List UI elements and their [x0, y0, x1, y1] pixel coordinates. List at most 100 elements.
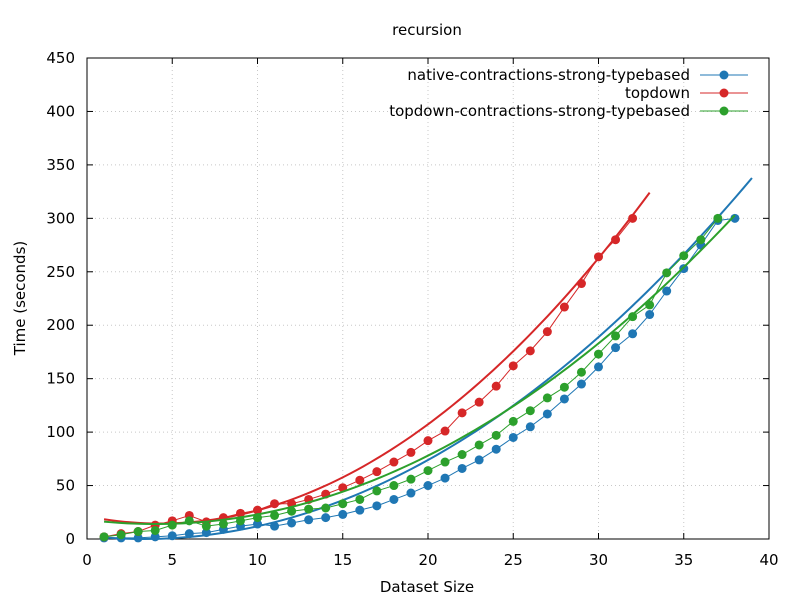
data-point — [559, 394, 569, 404]
data-point — [253, 513, 262, 523]
data-point — [201, 521, 211, 531]
data-point — [662, 286, 672, 296]
data-point — [338, 499, 348, 509]
data-point — [287, 518, 297, 528]
data-point — [525, 406, 535, 416]
data-point — [321, 503, 331, 513]
x-tick-label: 5 — [167, 551, 177, 569]
x-tick-label: 40 — [759, 551, 778, 569]
chart-title: recursion — [392, 21, 462, 39]
data-point — [406, 488, 416, 498]
data-point — [542, 327, 552, 337]
x-tick-label: 30 — [589, 551, 608, 569]
data-point — [423, 436, 433, 446]
legend-label: topdown — [625, 84, 690, 102]
data-point — [508, 361, 518, 371]
data-point — [542, 393, 552, 403]
data-point — [628, 329, 638, 339]
data-point — [594, 252, 603, 262]
data-point — [628, 312, 638, 322]
legend-marker — [719, 70, 729, 80]
data-point — [253, 519, 262, 529]
data-point — [150, 532, 160, 542]
data-point — [679, 251, 689, 261]
x-tick-label: 35 — [674, 551, 693, 569]
data-point — [662, 268, 672, 278]
data-point — [184, 529, 194, 539]
data-point — [99, 532, 109, 542]
data-point — [389, 494, 399, 504]
data-point — [440, 426, 450, 436]
data-point — [235, 508, 245, 518]
data-point — [133, 533, 143, 543]
x-tick-label: 0 — [82, 551, 92, 569]
data-point — [389, 481, 399, 491]
y-axis-title: Time (seconds) — [11, 241, 29, 357]
y-tick-label: 350 — [46, 156, 75, 174]
y-tick-label: 200 — [46, 316, 75, 334]
series-fit-curve — [103, 177, 753, 540]
data-point — [525, 422, 535, 432]
data-point — [133, 527, 143, 537]
legend-entry: native-contractions-strong-typebased — [407, 66, 748, 84]
data-point — [440, 457, 450, 467]
data-point — [457, 408, 467, 418]
data-point — [116, 530, 126, 540]
data-point — [355, 505, 365, 515]
data-point — [270, 499, 280, 509]
y-tick-label: 50 — [56, 477, 75, 495]
series-line — [104, 217, 735, 539]
data-point — [355, 475, 365, 485]
y-tick-label: 100 — [46, 423, 75, 441]
data-point — [474, 440, 484, 450]
data-point — [457, 463, 467, 473]
data-point — [150, 525, 160, 535]
data-point — [611, 235, 621, 245]
y-tick-label: 250 — [46, 263, 75, 281]
data-point — [525, 346, 535, 356]
legend: native-contractions-strong-typebasedtopd… — [389, 66, 748, 120]
data-point — [287, 506, 297, 516]
data-point — [355, 494, 365, 504]
data-point — [253, 505, 262, 515]
data-point — [576, 279, 586, 289]
series-1 — [99, 177, 753, 543]
data-point — [474, 397, 484, 407]
data-point — [235, 516, 245, 526]
data-point — [645, 310, 655, 320]
series-layer — [99, 177, 753, 543]
data-point — [270, 521, 280, 531]
data-point — [184, 516, 194, 526]
data-point — [372, 467, 382, 477]
data-point — [491, 430, 501, 440]
y-tick-label: 0 — [65, 530, 75, 548]
data-point — [423, 481, 433, 491]
data-point — [594, 362, 603, 372]
legend-entry: topdown — [625, 84, 748, 102]
data-point — [372, 486, 382, 496]
data-point — [338, 509, 348, 519]
data-point — [508, 416, 518, 426]
data-point — [713, 213, 723, 223]
data-point — [628, 213, 638, 223]
data-point — [201, 528, 211, 538]
data-point — [389, 457, 399, 467]
data-point — [611, 331, 621, 341]
data-point — [611, 343, 621, 353]
data-point — [440, 473, 450, 483]
y-tick-label: 150 — [46, 370, 75, 388]
axis-ticks: 0 5 10 15 20 25 30 35 40050100150200250300350400… — [46, 49, 778, 569]
data-point — [321, 513, 331, 523]
data-point — [576, 367, 586, 377]
data-point — [406, 447, 416, 457]
legend-marker — [719, 106, 729, 116]
legend-label: topdown-contractions-strong-typebased — [389, 102, 690, 120]
data-point — [576, 379, 586, 389]
data-point — [423, 466, 433, 476]
y-tick-label: 450 — [46, 49, 75, 67]
grid — [87, 58, 769, 539]
data-point — [270, 510, 280, 520]
data-point — [218, 519, 228, 529]
data-point — [406, 474, 416, 484]
